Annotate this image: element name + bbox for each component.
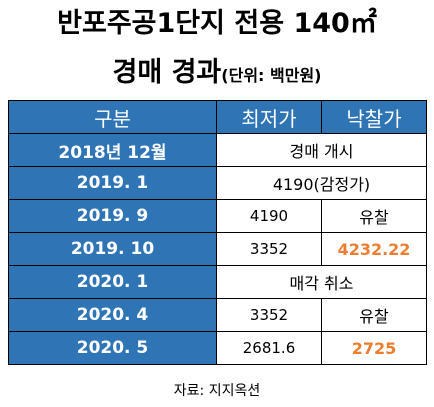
title-main: 경매 경과 [112,57,222,88]
header-min-price: 최저가 [216,100,322,134]
row-date: 2019. 10 [8,232,217,266]
row-date: 2020. 5 [8,331,217,365]
table-header-row: 구분 최저가 낙찰가 [8,100,427,134]
row-winning-bid: 2725 [321,331,427,365]
row-min-price: 3352 [216,298,322,332]
table-row: 2019. 1 4190(감정가) [8,166,427,200]
table-row: 2020. 4 3352 유찰 [8,298,427,332]
row-min-price: 4190 [216,199,322,233]
row-status: 경매 개시 [216,133,427,167]
row-date: 2018년 12월 [8,133,217,167]
row-date: 2019. 1 [8,166,217,200]
row-date: 2020. 1 [8,265,217,299]
table-row: 2018년 12월 경매 개시 [8,133,427,167]
header-category: 구분 [8,100,217,134]
row-winning-bid: 유찰 [321,199,427,233]
row-date: 2020. 4 [8,298,217,332]
table-row: 2020. 1 매각 취소 [8,265,427,299]
row-status: 매각 취소 [216,265,427,299]
row-appraisal: 4190(감정가) [216,166,427,200]
source-note: 자료: 지지옥션 [173,383,261,399]
title-line-1: 반포주공1단지 전용 140㎡ [57,8,377,39]
table-row: 2020. 5 2681.6 2725 [8,331,427,365]
title-line-2: 경매 경과(단위: 백만원) [0,50,434,96]
row-min-price: 2681.6 [216,331,322,365]
title-unit: (단위: 백만원) [221,66,322,85]
auction-table: 구분 최저가 낙찰가 2018년 12월 경매 개시 2019. 1 4190(… [8,100,427,365]
row-winning-bid: 4232.22 [321,232,427,266]
header-winning-bid: 낙찰가 [321,100,427,134]
table-row: 2019. 10 3352 4232.22 [8,232,427,266]
table-row: 2019. 9 4190 유찰 [8,199,427,233]
row-date: 2019. 9 [8,199,217,233]
row-winning-bid: 유찰 [321,298,427,332]
row-min-price: 3352 [216,232,322,266]
